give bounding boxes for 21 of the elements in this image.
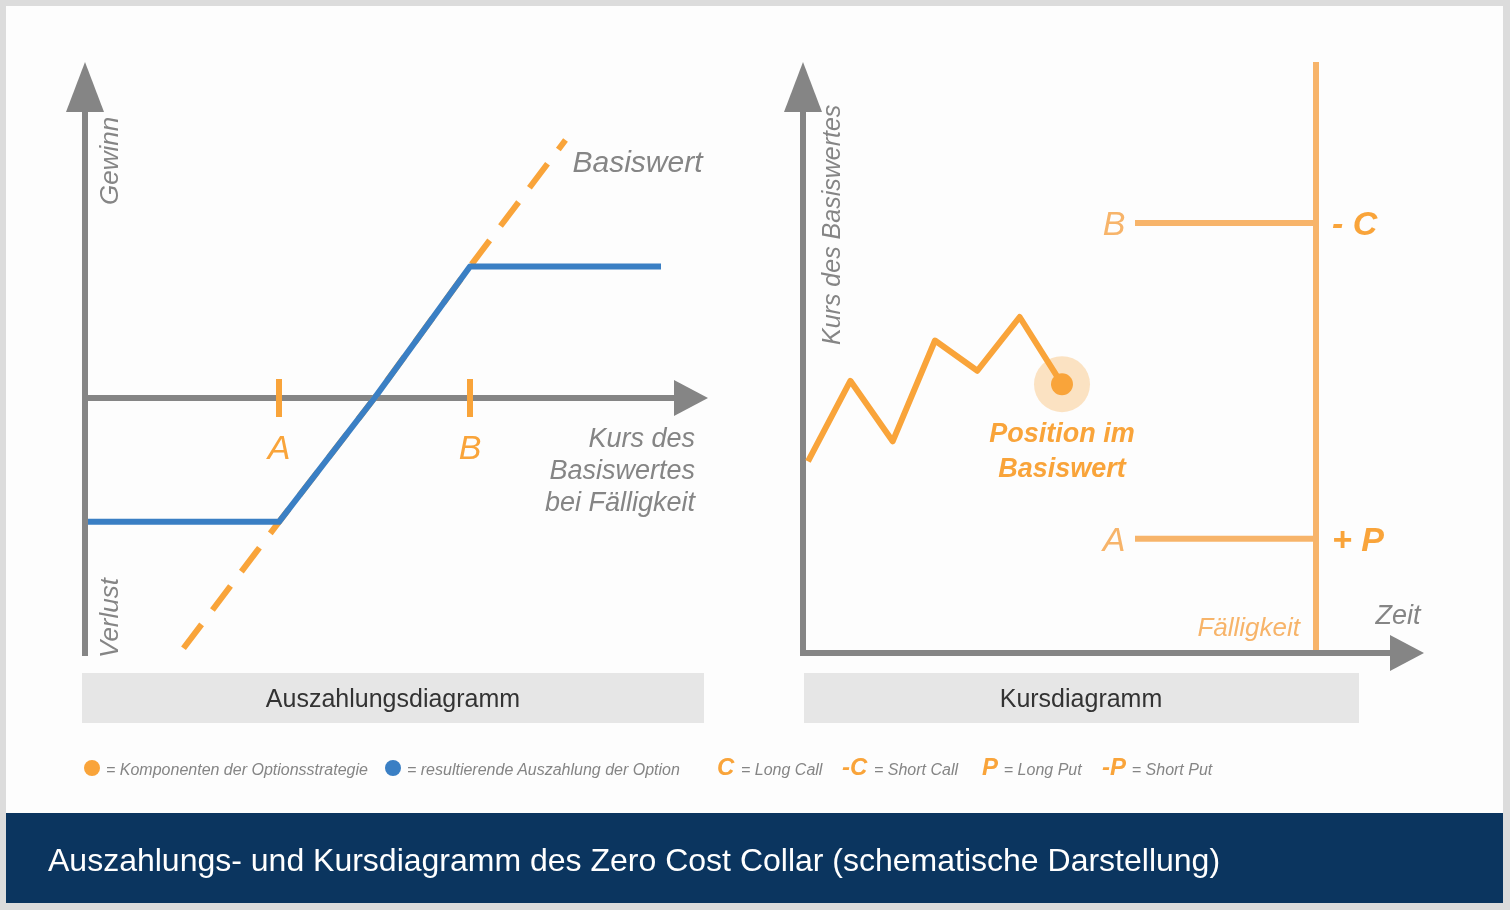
- text: = Komponenten der Optionsstrategie: [106, 761, 369, 778]
- text: -P = Short Put: [1102, 753, 1213, 780]
- text: Auszahlungsdiagramm: [265, 684, 521, 712]
- text: -C = Short Call: [842, 753, 959, 780]
- x-axis-title: Kurs des Basiswertes bei Fälligkeit: [544, 423, 697, 517]
- text: Kursdiagramm: [999, 684, 1163, 712]
- ref-line-label: B: [1102, 203, 1126, 242]
- series-label: Basiswert: [572, 145, 705, 178]
- x-axis-title: Zeit: [1374, 600, 1422, 630]
- annotation: Position im Basiswert: [989, 418, 1135, 484]
- y-axis-title: Kurs des Basiswertes: [817, 104, 845, 345]
- text: Auszahlungs- und Kursdiagramm des Zero Cost Collar (schematische Darstellung): [48, 842, 1221, 878]
- annotation: + P: [1332, 519, 1385, 558]
- text: = resultierende Auszahlung der Option: [407, 761, 681, 778]
- text: P = Long Put: [982, 753, 1083, 780]
- annotation: Fälligkeit: [1197, 612, 1302, 642]
- text: C = Long Call: [717, 753, 823, 780]
- ref-line-label: A: [1100, 519, 1126, 558]
- text: - C: [1332, 203, 1378, 242]
- annotation: Verlust: [94, 576, 124, 658]
- y-axis-title: Gewinn: [94, 116, 124, 205]
